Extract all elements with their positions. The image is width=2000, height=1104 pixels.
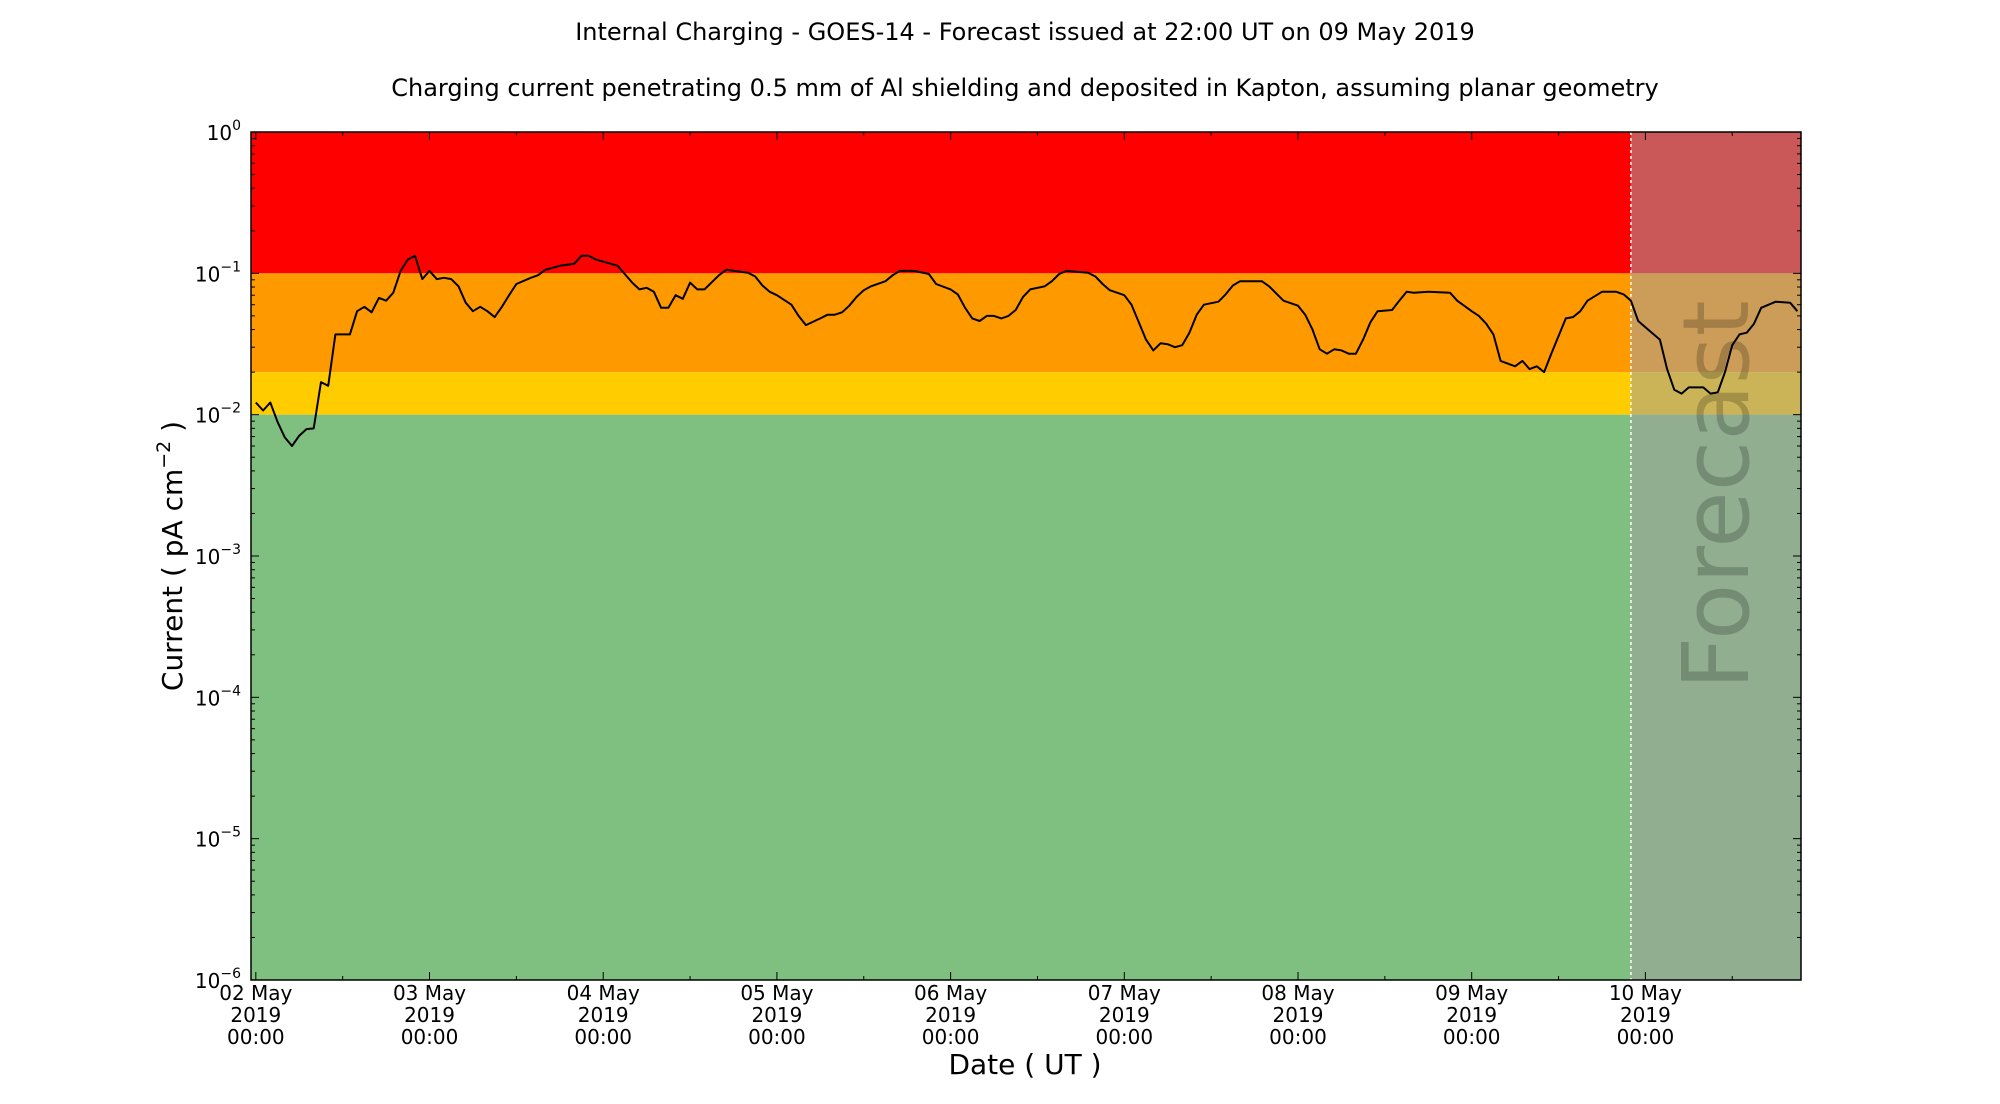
current-series	[255, 254, 1799, 447]
forecast-shade	[1630, 132, 1801, 980]
x-tick-label: 2019	[578, 1003, 629, 1027]
x-tick-label: 00:00	[1269, 1025, 1327, 1049]
series-line	[255, 254, 1799, 447]
x-tick-label: 00:00	[1095, 1025, 1153, 1049]
x-tick-label: 07 May	[1088, 981, 1161, 1005]
x-tick-label: 08 May	[1261, 981, 1334, 1005]
x-tick-label: 2019	[1446, 1003, 1497, 1027]
chart-subtitle: Charging current penetrating 0.5 mm of A…	[391, 74, 1659, 102]
x-tick-label: 06 May	[914, 981, 987, 1005]
y-tick-label: 10−5	[195, 825, 241, 852]
x-tick-label: 09 May	[1435, 981, 1508, 1005]
x-tick-label: 00:00	[1617, 1025, 1675, 1049]
y-tick-label: 10−3	[195, 542, 241, 569]
y-tick-label: 10−4	[195, 683, 241, 710]
forecast-region: Forecast	[1630, 132, 1801, 980]
y-axis-label: Current ( pA cm−2 )	[153, 421, 189, 691]
x-tick-label: 05 May	[740, 981, 813, 1005]
x-tick-label: 03 May	[393, 981, 466, 1005]
x-tick-label: 2019	[1099, 1003, 1150, 1027]
x-tick-label: 04 May	[567, 981, 640, 1005]
threshold-band	[251, 273, 1801, 373]
y-tick-label: 10−6	[195, 966, 241, 993]
x-tick-label: 2019	[925, 1003, 976, 1027]
threshold-band	[251, 414, 1801, 981]
x-tick-label: 00:00	[1443, 1025, 1501, 1049]
x-tick-label: 2019	[230, 1003, 281, 1027]
chart-title: Internal Charging - GOES-14 - Forecast i…	[575, 18, 1475, 46]
y-tick-label: 10−2	[195, 401, 241, 428]
x-tick-label: 2019	[404, 1003, 455, 1027]
x-tick-label: 00:00	[748, 1025, 806, 1049]
x-tick-label: 2019	[1620, 1003, 1671, 1027]
x-tick-label: 00:00	[227, 1025, 285, 1049]
y-tick-label: 10−1	[195, 259, 241, 286]
forecast-label: Forecast	[1663, 300, 1770, 689]
x-tick-label: 02 May	[219, 981, 292, 1005]
x-tick-label: 2019	[1273, 1003, 1324, 1027]
x-tick-label: 00:00	[401, 1025, 459, 1049]
threshold-bands	[251, 132, 1801, 981]
threshold-band	[251, 132, 1801, 274]
threshold-band	[251, 372, 1801, 415]
y-tick-label: 100	[207, 118, 241, 145]
x-axis-label: Date ( UT )	[948, 1048, 1101, 1081]
x-tick-label: 10 May	[1609, 981, 1682, 1005]
x-tick-label: 2019	[751, 1003, 802, 1027]
x-tick-label: 00:00	[574, 1025, 632, 1049]
x-tick-label: 00:00	[922, 1025, 980, 1049]
